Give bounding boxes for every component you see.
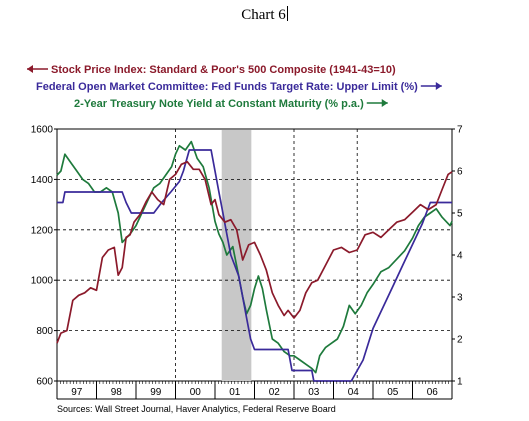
grid bbox=[57, 129, 452, 381]
right-axis-tick-label: 6 bbox=[457, 167, 463, 178]
x-axis-year-label: 02 bbox=[269, 387, 281, 398]
x-axis-year-label: 04 bbox=[348, 387, 360, 398]
right-axis-tick-label: 1 bbox=[457, 377, 463, 388]
chart-title-text: Chart 6 bbox=[241, 7, 286, 23]
x-axis-year-label: 05 bbox=[387, 387, 399, 398]
left-axis-tick-label: 800 bbox=[36, 326, 53, 337]
legend-label-fedfunds: Federal Open Market Committee: Fed Funds… bbox=[36, 81, 418, 93]
sources-note: Sources: Wall Street Journal, Haver Anal… bbox=[57, 404, 336, 414]
legend-arrow-sp500 bbox=[27, 65, 33, 73]
left-axis-tick-label: 600 bbox=[36, 377, 53, 388]
x-axis-year-label: 99 bbox=[150, 387, 162, 398]
right-axis-tick-label: 5 bbox=[457, 209, 463, 220]
x-axis-year-label: 01 bbox=[229, 387, 241, 398]
x-axis-year-label: 98 bbox=[111, 387, 123, 398]
legend-arrow-fedfunds bbox=[435, 82, 442, 90]
axes: 600 800 1000 1200 1400 1600 1 2 3 4 5 6 7 97 98 99 00 01 0… bbox=[31, 125, 463, 400]
right-axis-tick-label: 3 bbox=[457, 293, 463, 304]
left-axis-tick-label: 1600 bbox=[31, 125, 54, 136]
legend-arrow-treasury bbox=[381, 99, 388, 107]
series-group bbox=[56, 140, 453, 382]
right-axis-tick-label: 7 bbox=[457, 125, 463, 136]
right-axis-tick-label: 2 bbox=[457, 335, 463, 346]
left-axis-tick-label: 1000 bbox=[31, 276, 54, 287]
left-axis-tick-label: 1400 bbox=[31, 175, 54, 186]
plot-frame bbox=[56, 128, 453, 382]
x-axis-year-label: 97 bbox=[71, 387, 83, 398]
series-line-sp500 bbox=[56, 160, 453, 344]
legend: Stock Price Index: Standard & Poor's 500… bbox=[27, 64, 442, 110]
right-axis-tick-label: 4 bbox=[457, 251, 463, 262]
text-cursor bbox=[286, 6, 288, 21]
legend-label-sp500: Stock Price Index: Standard & Poor's 500… bbox=[51, 64, 396, 76]
series-line-fedfunds bbox=[57, 149, 452, 382]
x-axis-year-label: 06 bbox=[427, 387, 439, 398]
chart-title: Chart 6 bbox=[0, 6, 529, 24]
x-axis-year-label: 00 bbox=[190, 387, 202, 398]
left-axis-tick-label: 1200 bbox=[31, 225, 54, 236]
legend-label-treasury: 2-Year Treasury Note Yield at Constant M… bbox=[74, 98, 364, 110]
x-axis-year-label: 03 bbox=[308, 387, 320, 398]
series-line-treasury bbox=[56, 140, 453, 374]
